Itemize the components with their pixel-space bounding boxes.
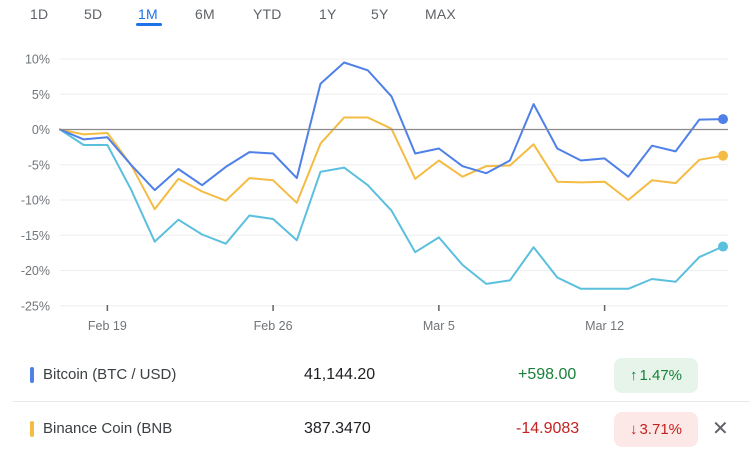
series-line	[59, 116, 724, 211]
y-axis-label: -10%	[21, 194, 50, 208]
active-tab-indicator	[136, 23, 162, 26]
series-color-swatch	[30, 367, 34, 383]
table-row-bitcoin[interactable]: Bitcoin (BTC / USD) 41,144.20 +598.00 ↑ …	[0, 348, 750, 402]
tab-ytd[interactable]: YTD	[253, 6, 282, 22]
remove-comparison-icon[interactable]: ✕	[712, 418, 729, 440]
series-end-dot	[718, 241, 728, 252]
tab-1y[interactable]: 1Y	[319, 6, 337, 22]
x-axis-label: Mar 12	[585, 319, 624, 333]
percent-change-badge: ↑ 1.47%	[614, 358, 698, 393]
asset-name: Bitcoin (BTC / USD)	[43, 366, 177, 383]
series-color-swatch	[30, 421, 34, 437]
asset-price: 387.3470	[304, 420, 371, 437]
series-line	[59, 128, 724, 290]
time-range-tabs: 1D 5D 1M 6M YTD 1Y 5Y MAX	[0, 0, 750, 32]
asset-name: Binance Coin (BNB	[43, 420, 173, 437]
y-axis-label: 10%	[25, 53, 50, 67]
asset-price: 41,144.20	[304, 366, 376, 383]
y-axis-label: -5%	[28, 158, 50, 172]
x-axis-label: Feb 19	[88, 319, 127, 333]
price-comparison-chart: 10% 5% 0% -5% -10% -15% -20% -25% Feb 19 Feb 26 Ma…	[21, 53, 728, 333]
arrow-up-icon: ↑	[629, 367, 638, 384]
y-axis-label: -15%	[21, 229, 50, 243]
tab-5y[interactable]: 5Y	[371, 6, 389, 22]
y-axis-label: -20%	[21, 264, 50, 278]
x-axis-label: Mar 5	[423, 319, 455, 333]
tab-5d[interactable]: 5D	[84, 6, 103, 22]
series-line	[59, 61, 724, 192]
y-axis-label: -25%	[21, 299, 50, 313]
tab-max[interactable]: MAX	[425, 6, 456, 22]
percent-change: 1.47%	[639, 367, 683, 384]
price-change: -14.9083	[516, 420, 580, 437]
series-end-dot	[718, 150, 728, 161]
price-change: +598.00	[518, 366, 577, 383]
y-axis-label: 5%	[32, 88, 50, 102]
tab-6m[interactable]: 6M	[195, 6, 215, 22]
x-axis-label: Feb 26	[254, 319, 293, 333]
table-row-binance[interactable]: Binance Coin (BNB 387.3470 -14.9083 ↓ 3.…	[0, 402, 750, 456]
row-divider	[12, 401, 750, 402]
series-end-dot	[718, 114, 728, 125]
y-axis-label: 0%	[32, 123, 50, 137]
tab-1m[interactable]: 1M	[138, 6, 158, 22]
tab-1d[interactable]: 1D	[30, 6, 49, 22]
